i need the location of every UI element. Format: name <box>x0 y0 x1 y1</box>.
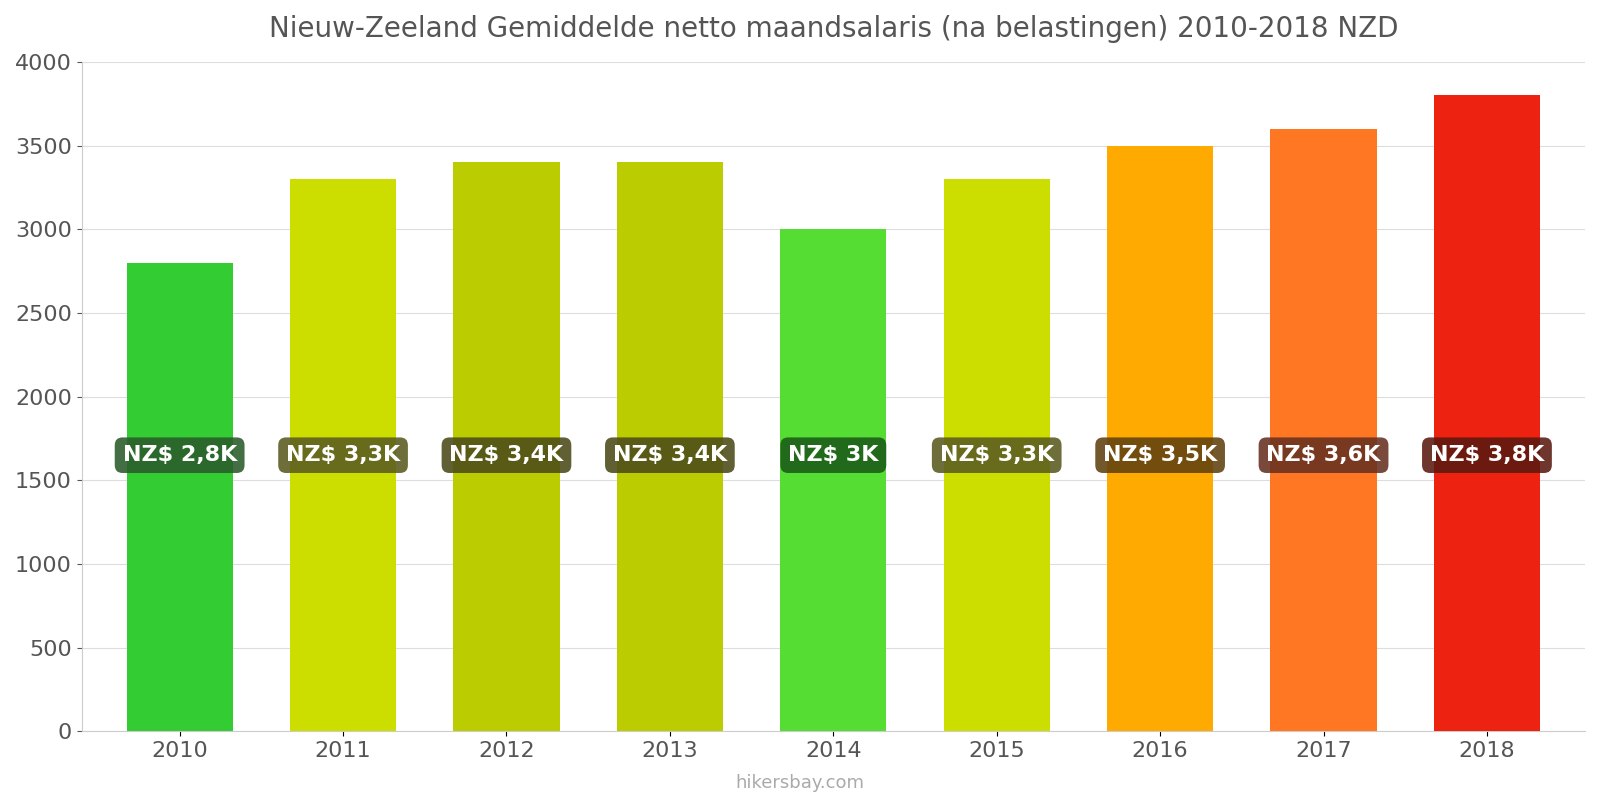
Text: NZ$ 3,4K: NZ$ 3,4K <box>450 446 563 466</box>
Text: NZ$ 3,5K: NZ$ 3,5K <box>1102 446 1218 466</box>
Bar <box>1107 146 1213 731</box>
Title: Nieuw-Zeeland Gemiddelde netto maandsalaris (na belastingen) 2010-2018 NZD: Nieuw-Zeeland Gemiddelde netto maandsala… <box>269 15 1398 43</box>
Text: NZ$ 3,6K: NZ$ 3,6K <box>1267 446 1381 466</box>
Text: NZ$ 2,8K: NZ$ 2,8K <box>123 446 237 466</box>
Bar <box>944 179 1050 731</box>
Text: NZ$ 3K: NZ$ 3K <box>789 446 878 466</box>
Bar <box>126 262 232 731</box>
Text: NZ$ 3,4K: NZ$ 3,4K <box>613 446 726 466</box>
Bar <box>616 162 723 731</box>
Text: hikersbay.com: hikersbay.com <box>736 774 864 792</box>
Text: NZ$ 3,8K: NZ$ 3,8K <box>1430 446 1544 466</box>
Bar <box>1434 95 1541 731</box>
Bar <box>453 162 560 731</box>
Text: NZ$ 3,3K: NZ$ 3,3K <box>939 446 1054 466</box>
Bar <box>781 230 886 731</box>
Bar <box>290 179 397 731</box>
Bar <box>1270 129 1376 731</box>
Text: NZ$ 3,3K: NZ$ 3,3K <box>286 446 400 466</box>
